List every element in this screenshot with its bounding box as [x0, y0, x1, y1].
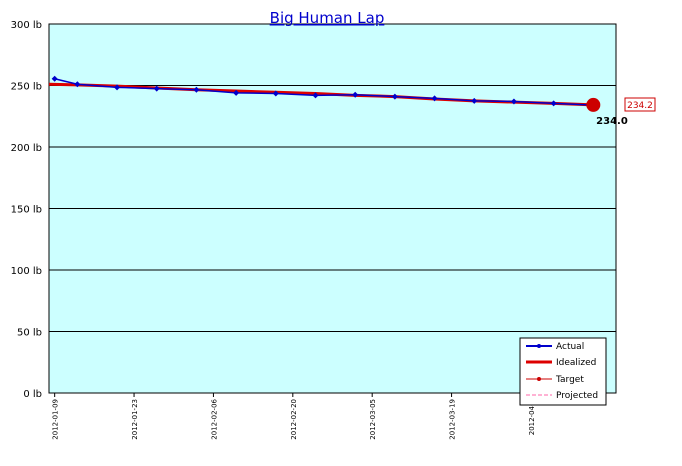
legend-label-idealized: Idealized: [556, 358, 596, 368]
data-point-actual: [153, 85, 160, 92]
data-point-actual: [114, 84, 121, 91]
series-layer: [48, 75, 601, 112]
legend-item-actual: Actual: [526, 342, 584, 352]
final-value-label: 234.0: [596, 116, 628, 127]
data-point-actual: [312, 92, 319, 99]
y-tick-label: 150 lb: [11, 205, 42, 216]
data-point-actual: [272, 90, 279, 97]
data-point-actual: [193, 86, 200, 93]
x-tick-label: 2012-01-09: [52, 399, 60, 440]
value-callout-box: [624, 97, 656, 112]
legend-marker-target: [537, 377, 541, 381]
legend-box: [519, 337, 607, 406]
x-tick-label: 2012-03-19: [449, 399, 457, 440]
legend: Actual Idealized Target Projected: [519, 337, 607, 406]
data-point-actual: [391, 93, 398, 100]
y-tick-label: 0 lb: [23, 389, 42, 400]
legend-label-target: Target: [555, 375, 584, 385]
y-tick-label: 200 lb: [11, 143, 42, 154]
legend-item-target: Target: [526, 375, 584, 385]
data-point-actual: [471, 97, 478, 104]
data-point-actual: [352, 91, 359, 98]
x-tick-label: 2012-02-20: [290, 399, 298, 440]
x-axis-ticks: 2012-01-09 2012-01-23 2012-02-06 2012-02-20…: [52, 393, 536, 440]
data-point-actual: [431, 95, 438, 102]
x-tick-label: 2012-04-0: [528, 399, 536, 435]
x-tick-label: 2012-03-05: [369, 399, 377, 440]
legend-marker-actual: [537, 344, 541, 348]
y-tick-label: 250 lb: [11, 82, 42, 93]
x-tick-label: 2012-02-06: [210, 398, 218, 439]
legend-item-projected: Projected: [526, 391, 598, 401]
data-point-actual: [550, 100, 557, 107]
legend-label-actual: Actual: [556, 342, 584, 352]
data-point-actual: [51, 75, 58, 82]
y-tick-label: 50 lb: [17, 328, 42, 339]
x-tick-label: 2012-01-23: [131, 399, 139, 440]
legend-item-idealized: Idealized: [526, 358, 596, 368]
chart-title: Big Human Lap: [270, 9, 385, 27]
legend-label-projected: Projected: [556, 391, 598, 401]
data-point-actual: [233, 89, 240, 96]
final-point-marker: [586, 97, 601, 112]
y-tick-label: 300 lb: [11, 20, 42, 31]
data-point-actual: [510, 98, 517, 105]
y-tick-label: 100 lb: [11, 266, 42, 277]
data-point-actual: [74, 81, 81, 88]
y-axis-ticks: 0 lb 50 lb 100 lb 150 lb 200 lb 250 lb 300 lb: [11, 20, 42, 400]
value-callout-label: 234.2: [627, 101, 653, 111]
